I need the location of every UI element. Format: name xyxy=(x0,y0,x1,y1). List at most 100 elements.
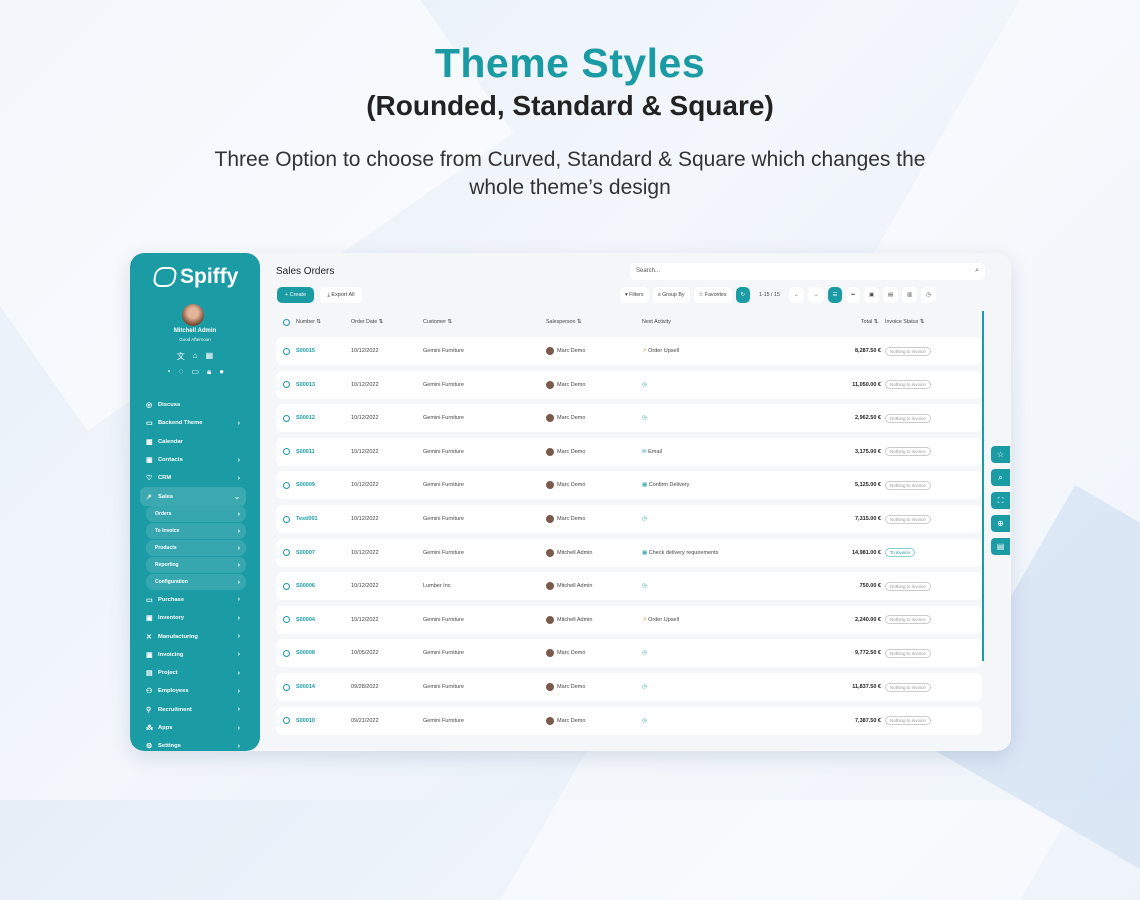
sidebar-subitem-orders[interactable]: Orders › xyxy=(146,505,246,523)
next-page-button[interactable]: → xyxy=(808,287,824,303)
sidebar-item-settings[interactable]: ⚙ Settings › xyxy=(140,737,246,751)
next-activity[interactable]: ↗ Order Upsell xyxy=(642,616,680,623)
order-number[interactable]: S00012 xyxy=(296,415,315,422)
col-salesperson[interactable]: Salesperson ⇅ xyxy=(546,319,582,325)
table-row[interactable]: S00008 10/05/2022 Gemini Furniture Marc … xyxy=(276,639,982,668)
next-activity[interactable]: ▦ Check delivery requirements xyxy=(642,549,719,556)
order-number[interactable]: S00013 xyxy=(296,381,315,388)
order-number[interactable]: S00004 xyxy=(296,616,315,623)
sidebar-subitem-to-invoice[interactable]: To Invoice › xyxy=(146,522,246,540)
search-icon[interactable]: ⌕ xyxy=(975,267,979,274)
star-icon[interactable]: ☆ xyxy=(991,446,1010,463)
fullscreen-icon[interactable]: ⛶ xyxy=(991,492,1010,509)
bulb-icon[interactable]: ● xyxy=(219,367,225,376)
row-checkbox[interactable] xyxy=(283,347,290,355)
paint-roller-icon[interactable]: ▭ xyxy=(191,367,200,376)
timer-icon[interactable]: ◔ xyxy=(165,367,171,376)
filters-button[interactable]: ▾ Filters xyxy=(620,287,649,303)
sidebar-item-apps[interactable]: ⁂ Apps › xyxy=(140,719,246,737)
select-all-checkbox[interactable] xyxy=(283,319,290,326)
sidebar-item-recruitment[interactable]: ⚲ Recruitment › xyxy=(140,701,246,719)
row-checkbox[interactable] xyxy=(283,616,290,624)
list-view-button[interactable]: ☰ xyxy=(827,287,843,303)
building-icon[interactable]: ⌂ xyxy=(192,351,198,360)
row-checkbox[interactable] xyxy=(283,649,290,657)
next-activity[interactable]: ◷ xyxy=(642,718,647,724)
sidebar-item-sales[interactable]: ↗ Sales ⌄ xyxy=(140,487,246,506)
bookmark-icon[interactable]: ▤ xyxy=(991,538,1010,555)
order-number[interactable]: S00015 xyxy=(296,348,315,354)
row-checkbox[interactable] xyxy=(283,481,290,489)
next-activity[interactable]: ▦ Confirm Delivery xyxy=(642,482,690,489)
sidebar-item-manufacturing[interactable]: ✕ Manufacturing › xyxy=(140,627,246,645)
sidebar-item-calendar[interactable]: ▦ Calendar xyxy=(140,433,246,451)
next-activity[interactable]: ◷ xyxy=(642,650,647,656)
table-row[interactable]: Test/001 10/12/2022 Gemini Furniture Mar… xyxy=(276,505,982,533)
activity-view-button[interactable]: ◷ xyxy=(921,287,936,303)
col-total[interactable]: Total ⇅ xyxy=(861,319,879,325)
refresh-button[interactable]: ↻ xyxy=(735,287,750,303)
zoom-icon[interactable]: ⊕ xyxy=(991,515,1010,532)
next-activity[interactable]: ◷ xyxy=(642,382,647,388)
pager-value[interactable]: 1-15 / 15 xyxy=(758,292,780,298)
translate-icon[interactable]: 文 xyxy=(176,352,185,361)
sidebar-item-contacts[interactable]: ▣ Contacts › xyxy=(140,451,246,469)
graph-view-button[interactable]: ▥ xyxy=(902,287,918,303)
sidebar-item-backend-theme[interactable]: ▭ Backend Theme › xyxy=(140,414,246,432)
order-number[interactable]: S00009 xyxy=(296,482,315,489)
row-checkbox[interactable] xyxy=(283,515,290,523)
sidebar-item-project[interactable]: ▤ Project › xyxy=(140,664,246,682)
row-checkbox[interactable] xyxy=(283,683,290,691)
table-row[interactable]: S00012 10/12/2022 Gemini Furniture Marc … xyxy=(276,404,982,433)
row-checkbox[interactable] xyxy=(283,582,290,590)
next-activity[interactable]: ◷ xyxy=(642,684,647,690)
table-row[interactable]: S00015 10/12/2022 Gemini Furniture Marc … xyxy=(276,337,982,365)
row-checkbox[interactable] xyxy=(283,717,290,725)
chat-icon[interactable]: ◌ xyxy=(178,367,184,376)
sidebar-item-invoicing[interactable]: ▣ Invoicing › xyxy=(140,646,246,664)
calendar-view-button[interactable]: ▣ xyxy=(864,287,880,303)
next-activity[interactable]: ◷ xyxy=(642,415,647,421)
col-invoice-status[interactable]: Invoice Status ⇅ xyxy=(885,319,925,325)
kanban-view-button[interactable]: ▪▪ xyxy=(846,287,861,303)
row-checkbox[interactable] xyxy=(283,414,290,422)
row-checkbox[interactable] xyxy=(283,448,290,456)
order-number[interactable]: S00006 xyxy=(296,583,315,590)
next-activity[interactable]: ✉ Email xyxy=(642,448,662,455)
order-number[interactable]: S00008 xyxy=(296,650,315,657)
col-order-date[interactable]: Order Date ⇅ xyxy=(351,319,384,325)
lock-icon[interactable]: 🔒︎ xyxy=(207,367,212,376)
avatar[interactable] xyxy=(182,304,204,326)
order-number[interactable]: S00011 xyxy=(296,448,315,455)
col-customer[interactable]: Customer ⇅ xyxy=(423,319,452,325)
next-activity[interactable]: ↗ Order Upsell xyxy=(642,348,680,354)
order-number[interactable]: Test/001 xyxy=(296,516,318,522)
table-row[interactable]: S00011 10/12/2022 Gemini Furniture Marc … xyxy=(276,437,982,466)
table-row[interactable]: S00004 10/12/2022 Gemini Furniture Mitch… xyxy=(276,605,982,634)
sidebar-item-inventory[interactable]: ▣ Inventory › xyxy=(140,609,246,627)
create-button[interactable]: + Create xyxy=(277,287,314,303)
next-activity[interactable]: ◷ xyxy=(642,583,647,589)
layout-icon[interactable]: ▦ xyxy=(205,351,214,360)
search-input[interactable]: Search... ⌕ xyxy=(630,263,985,280)
table-row[interactable]: S00010 09/21/2022 Gemini Furniture Marc … xyxy=(276,706,982,735)
table-row[interactable]: S00013 10/12/2022 Gemini Furniture Marc … xyxy=(276,370,982,399)
table-row[interactable]: S00014 09/28/2022 Gemini Furniture Marc … xyxy=(276,673,982,701)
sidebar-item-employees[interactable]: ⚇ Employees › xyxy=(140,682,246,700)
export-all-button[interactable]: ⤓ Export All xyxy=(320,287,362,303)
search-icon[interactable]: ⌕ xyxy=(991,469,1010,486)
col-number[interactable]: Number ⇅ xyxy=(296,319,321,325)
order-number[interactable]: S00007 xyxy=(296,549,315,556)
group-by-button[interactable]: ≡ Group By xyxy=(652,287,690,303)
col-next-activity[interactable]: Next Activity xyxy=(642,319,671,325)
sidebar-subitem-products[interactable]: Products › xyxy=(146,539,246,557)
table-row[interactable]: S00007 10/12/2022 Gemini Furniture Mitch… xyxy=(276,538,982,567)
order-number[interactable]: S00014 xyxy=(296,684,315,690)
table-row[interactable]: S00006 10/12/2022 Lumber Inc Mitchell Ad… xyxy=(276,572,982,601)
row-checkbox[interactable] xyxy=(283,381,290,389)
row-checkbox[interactable] xyxy=(283,549,290,557)
sidebar-item-purchase[interactable]: ▭ Purchase › xyxy=(140,591,246,609)
brand-logo[interactable]: Spiffy xyxy=(152,265,238,289)
pivot-view-button[interactable]: ▤ xyxy=(883,287,899,303)
favorites-button[interactable]: ☆ Favorites xyxy=(693,287,732,303)
